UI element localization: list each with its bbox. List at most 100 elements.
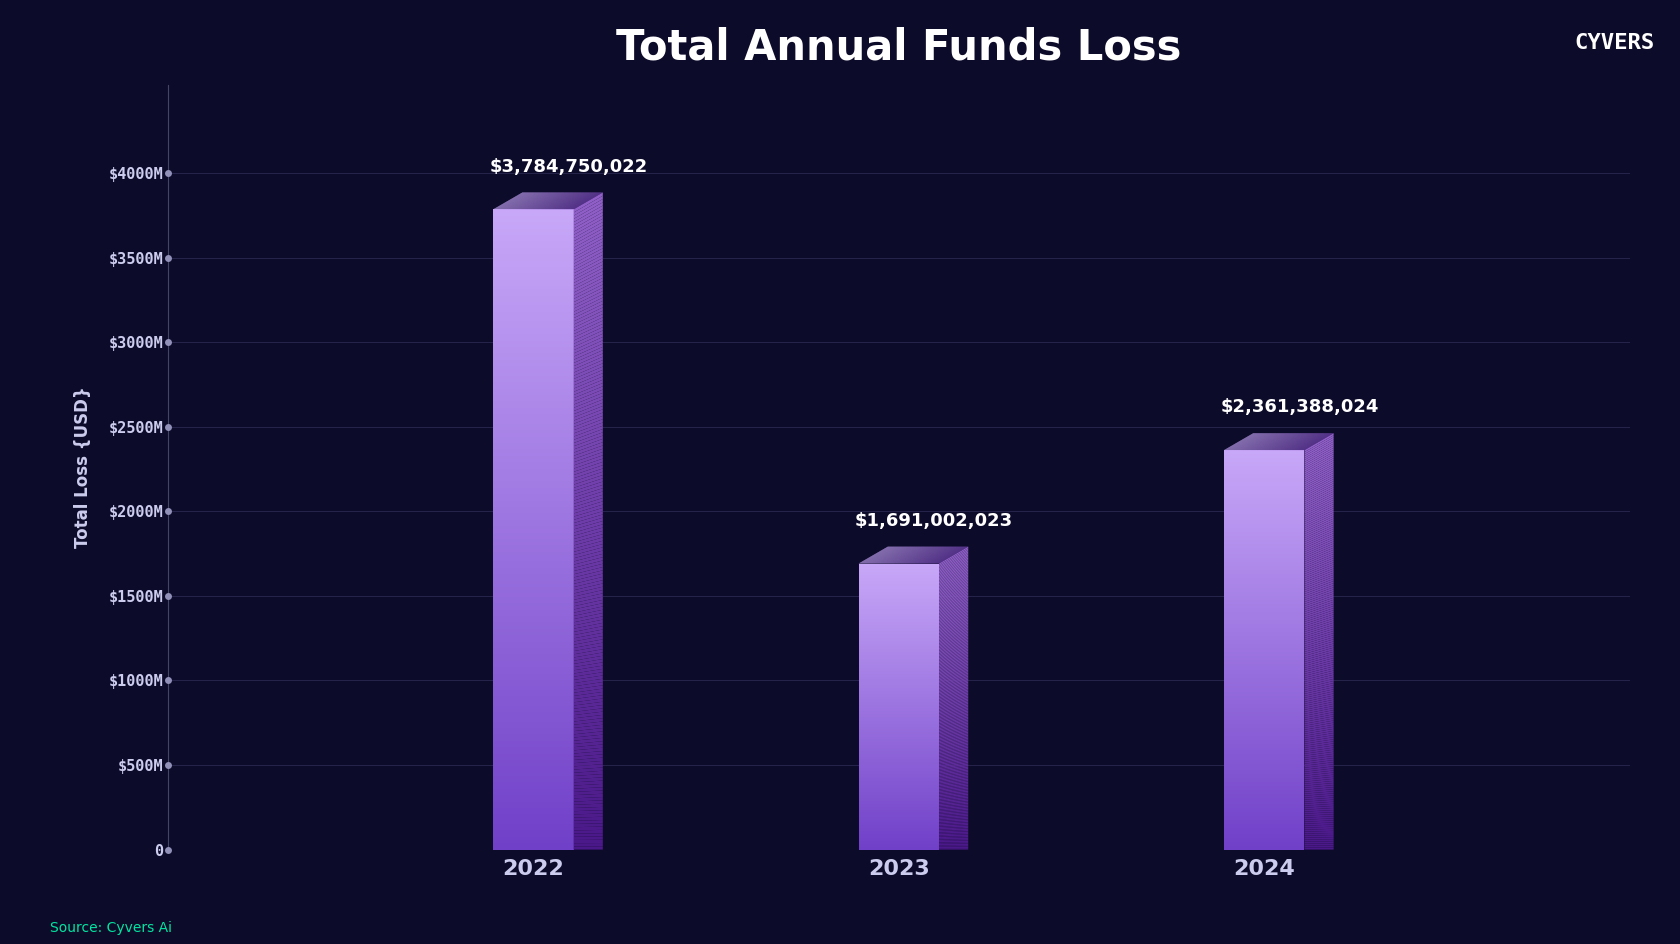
Polygon shape <box>1225 823 1304 826</box>
Polygon shape <box>1304 798 1334 801</box>
Polygon shape <box>1225 544 1304 546</box>
Polygon shape <box>1300 433 1329 450</box>
Polygon shape <box>912 547 942 564</box>
Polygon shape <box>494 495 573 497</box>
Polygon shape <box>927 547 956 564</box>
Polygon shape <box>494 238 573 242</box>
Polygon shape <box>1304 499 1334 516</box>
Polygon shape <box>939 774 968 780</box>
Polygon shape <box>862 547 892 564</box>
Polygon shape <box>936 547 964 564</box>
Polygon shape <box>1304 444 1334 463</box>
Polygon shape <box>939 556 968 574</box>
Polygon shape <box>939 815 968 818</box>
Polygon shape <box>939 554 968 572</box>
Polygon shape <box>858 635 939 636</box>
Polygon shape <box>884 547 914 564</box>
Polygon shape <box>939 782 968 786</box>
Polygon shape <box>1235 433 1265 450</box>
Polygon shape <box>1225 512 1304 514</box>
Polygon shape <box>1304 618 1334 630</box>
Polygon shape <box>543 193 571 210</box>
Polygon shape <box>892 547 921 564</box>
Polygon shape <box>1235 433 1263 450</box>
Polygon shape <box>1225 790 1304 792</box>
Polygon shape <box>573 432 603 447</box>
Polygon shape <box>858 718 939 719</box>
Polygon shape <box>879 547 909 564</box>
Polygon shape <box>573 475 603 488</box>
Polygon shape <box>858 565 939 566</box>
Polygon shape <box>858 775 939 777</box>
Polygon shape <box>1304 627 1334 638</box>
Polygon shape <box>573 314 603 331</box>
Polygon shape <box>939 733 968 741</box>
Polygon shape <box>573 340 603 357</box>
Polygon shape <box>573 524 603 536</box>
Polygon shape <box>573 567 603 578</box>
Polygon shape <box>939 779 968 784</box>
Polygon shape <box>931 547 961 564</box>
Polygon shape <box>573 481 603 495</box>
Polygon shape <box>566 193 596 210</box>
Polygon shape <box>494 449 573 452</box>
Polygon shape <box>1304 581 1334 594</box>
Polygon shape <box>494 606 573 610</box>
Polygon shape <box>1258 433 1287 450</box>
Polygon shape <box>887 547 917 564</box>
Polygon shape <box>939 694 968 703</box>
Polygon shape <box>1225 630 1304 632</box>
Polygon shape <box>1225 588 1304 590</box>
Polygon shape <box>858 736 939 738</box>
Polygon shape <box>494 408 573 411</box>
Polygon shape <box>858 769 939 771</box>
Polygon shape <box>573 761 603 767</box>
Polygon shape <box>939 736 968 744</box>
Polygon shape <box>1225 738 1304 740</box>
Polygon shape <box>858 752 939 753</box>
Polygon shape <box>1225 670 1304 672</box>
Polygon shape <box>858 581 939 582</box>
Polygon shape <box>1304 579 1334 592</box>
Polygon shape <box>1263 433 1294 450</box>
Polygon shape <box>1304 835 1334 837</box>
Polygon shape <box>1304 817 1334 819</box>
Polygon shape <box>939 679 968 689</box>
Polygon shape <box>494 385 573 389</box>
Polygon shape <box>1225 488 1304 490</box>
Polygon shape <box>1304 585 1334 598</box>
Polygon shape <box>494 468 573 472</box>
Polygon shape <box>494 700 573 702</box>
Polygon shape <box>494 325 573 328</box>
Polygon shape <box>573 797 603 801</box>
Polygon shape <box>869 547 899 564</box>
Polygon shape <box>1268 433 1299 450</box>
Polygon shape <box>917 547 948 564</box>
Polygon shape <box>573 268 603 286</box>
Polygon shape <box>494 847 573 850</box>
Polygon shape <box>1285 433 1315 450</box>
Polygon shape <box>494 581 573 584</box>
Polygon shape <box>533 193 561 210</box>
Polygon shape <box>1304 539 1334 554</box>
Polygon shape <box>939 812 968 816</box>
Polygon shape <box>1299 433 1329 450</box>
Polygon shape <box>1304 589 1334 602</box>
Polygon shape <box>1235 433 1263 450</box>
Polygon shape <box>494 337 573 341</box>
Polygon shape <box>1304 440 1334 458</box>
Polygon shape <box>864 547 894 564</box>
Polygon shape <box>494 578 573 581</box>
Polygon shape <box>939 657 968 669</box>
Polygon shape <box>507 193 538 210</box>
Polygon shape <box>1225 848 1304 850</box>
Polygon shape <box>494 302 573 305</box>
Polygon shape <box>1304 558 1334 572</box>
Polygon shape <box>1304 698 1334 706</box>
Polygon shape <box>939 684 968 695</box>
Polygon shape <box>858 825 939 827</box>
Polygon shape <box>573 199 603 219</box>
Polygon shape <box>1304 620 1334 632</box>
Polygon shape <box>1226 433 1257 450</box>
Polygon shape <box>858 811 939 813</box>
